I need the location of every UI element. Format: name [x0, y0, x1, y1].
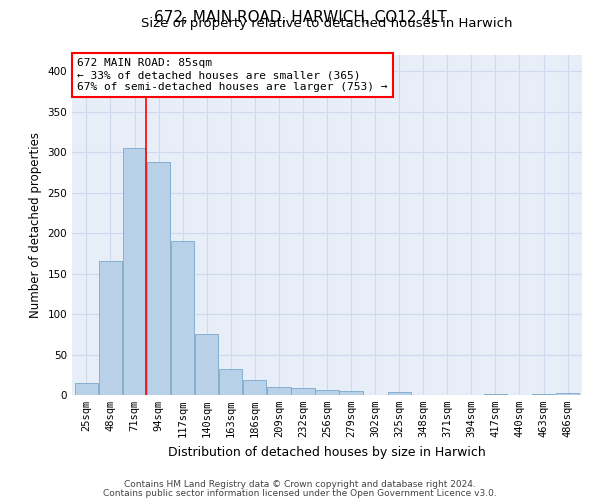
Bar: [388, 392, 411, 395]
Bar: [556, 394, 579, 395]
Text: 672 MAIN ROAD: 85sqm
← 33% of detached houses are smaller (365)
67% of semi-deta: 672 MAIN ROAD: 85sqm ← 33% of detached h…: [77, 58, 388, 92]
Bar: [267, 387, 290, 395]
Title: Size of property relative to detached houses in Harwich: Size of property relative to detached ho…: [141, 17, 513, 30]
Bar: [316, 390, 338, 395]
Bar: [243, 380, 266, 395]
Bar: [532, 394, 555, 395]
Text: Contains HM Land Registry data © Crown copyright and database right 2024.: Contains HM Land Registry data © Crown c…: [124, 480, 476, 489]
Bar: [340, 391, 363, 395]
X-axis label: Distribution of detached houses by size in Harwich: Distribution of detached houses by size …: [168, 446, 486, 458]
Y-axis label: Number of detached properties: Number of detached properties: [29, 132, 42, 318]
Text: Contains public sector information licensed under the Open Government Licence v3: Contains public sector information licen…: [103, 488, 497, 498]
Bar: [99, 262, 122, 395]
Bar: [484, 394, 507, 395]
Bar: [147, 162, 170, 395]
Bar: [75, 383, 98, 395]
Text: 672, MAIN ROAD, HARWICH, CO12 4LT: 672, MAIN ROAD, HARWICH, CO12 4LT: [154, 10, 446, 25]
Bar: [219, 369, 242, 395]
Bar: [291, 388, 314, 395]
Bar: [123, 148, 146, 395]
Bar: [195, 334, 218, 395]
Bar: [171, 241, 194, 395]
